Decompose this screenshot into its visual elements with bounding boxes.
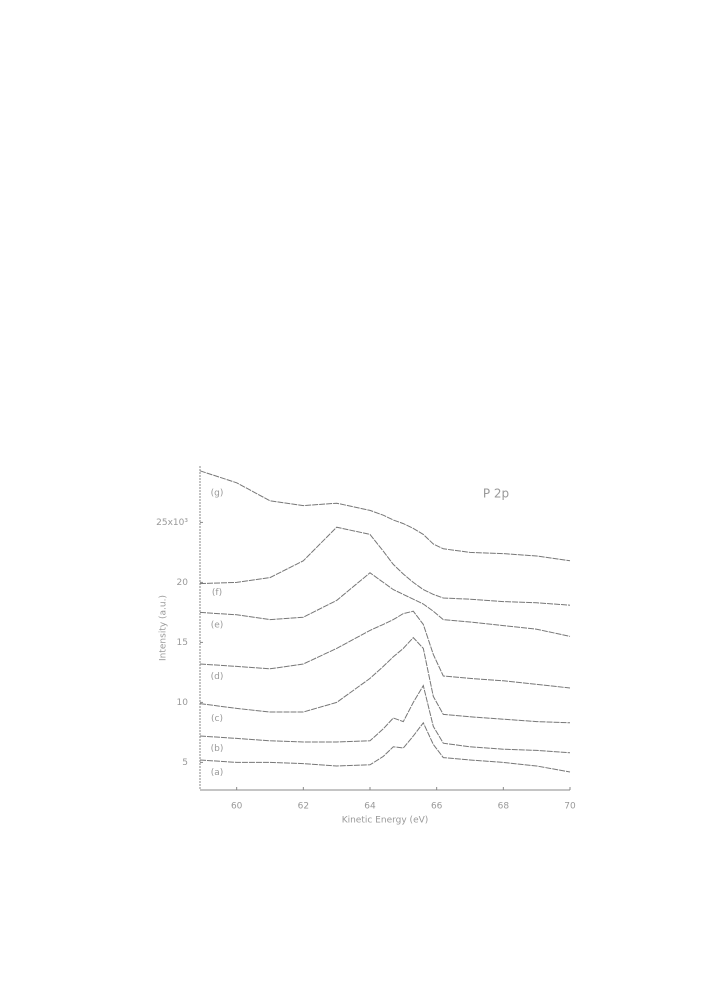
y-tick-label: 25x10³: [156, 518, 188, 528]
y-tick-label: 20: [177, 578, 189, 588]
y-tick-label: 5: [182, 758, 188, 768]
series-label: (a): [211, 768, 224, 778]
series-label: (g): [211, 488, 224, 498]
x-tick-label: 66: [431, 802, 443, 812]
x-tick-label: 70: [564, 802, 576, 812]
y-tick-label: 10: [177, 698, 189, 708]
series-line: [199, 684, 571, 754]
series-line: [199, 721, 571, 773]
x-tick-label: 64: [364, 802, 376, 812]
series-label: (f): [212, 588, 222, 598]
x-tick-label: 62: [298, 802, 309, 812]
x-tick-label: 60: [231, 802, 243, 812]
annotation: P 2p: [483, 487, 509, 501]
series-label: (d): [211, 672, 224, 682]
series-line: [199, 610, 571, 689]
series-label: (e): [211, 620, 224, 630]
y-tick-label: 15: [177, 638, 188, 648]
series-line: [199, 526, 571, 606]
x-axis-label: Kinetic Energy (eV): [342, 816, 429, 826]
series-label: (c): [211, 714, 223, 724]
x-tick-label: 68: [498, 802, 510, 812]
y-axis-label: Intensity (a.u.): [159, 595, 169, 661]
series-line: [199, 572, 571, 637]
series-label: (b): [211, 744, 224, 754]
series-line: [199, 470, 571, 562]
series-line: [199, 636, 571, 724]
